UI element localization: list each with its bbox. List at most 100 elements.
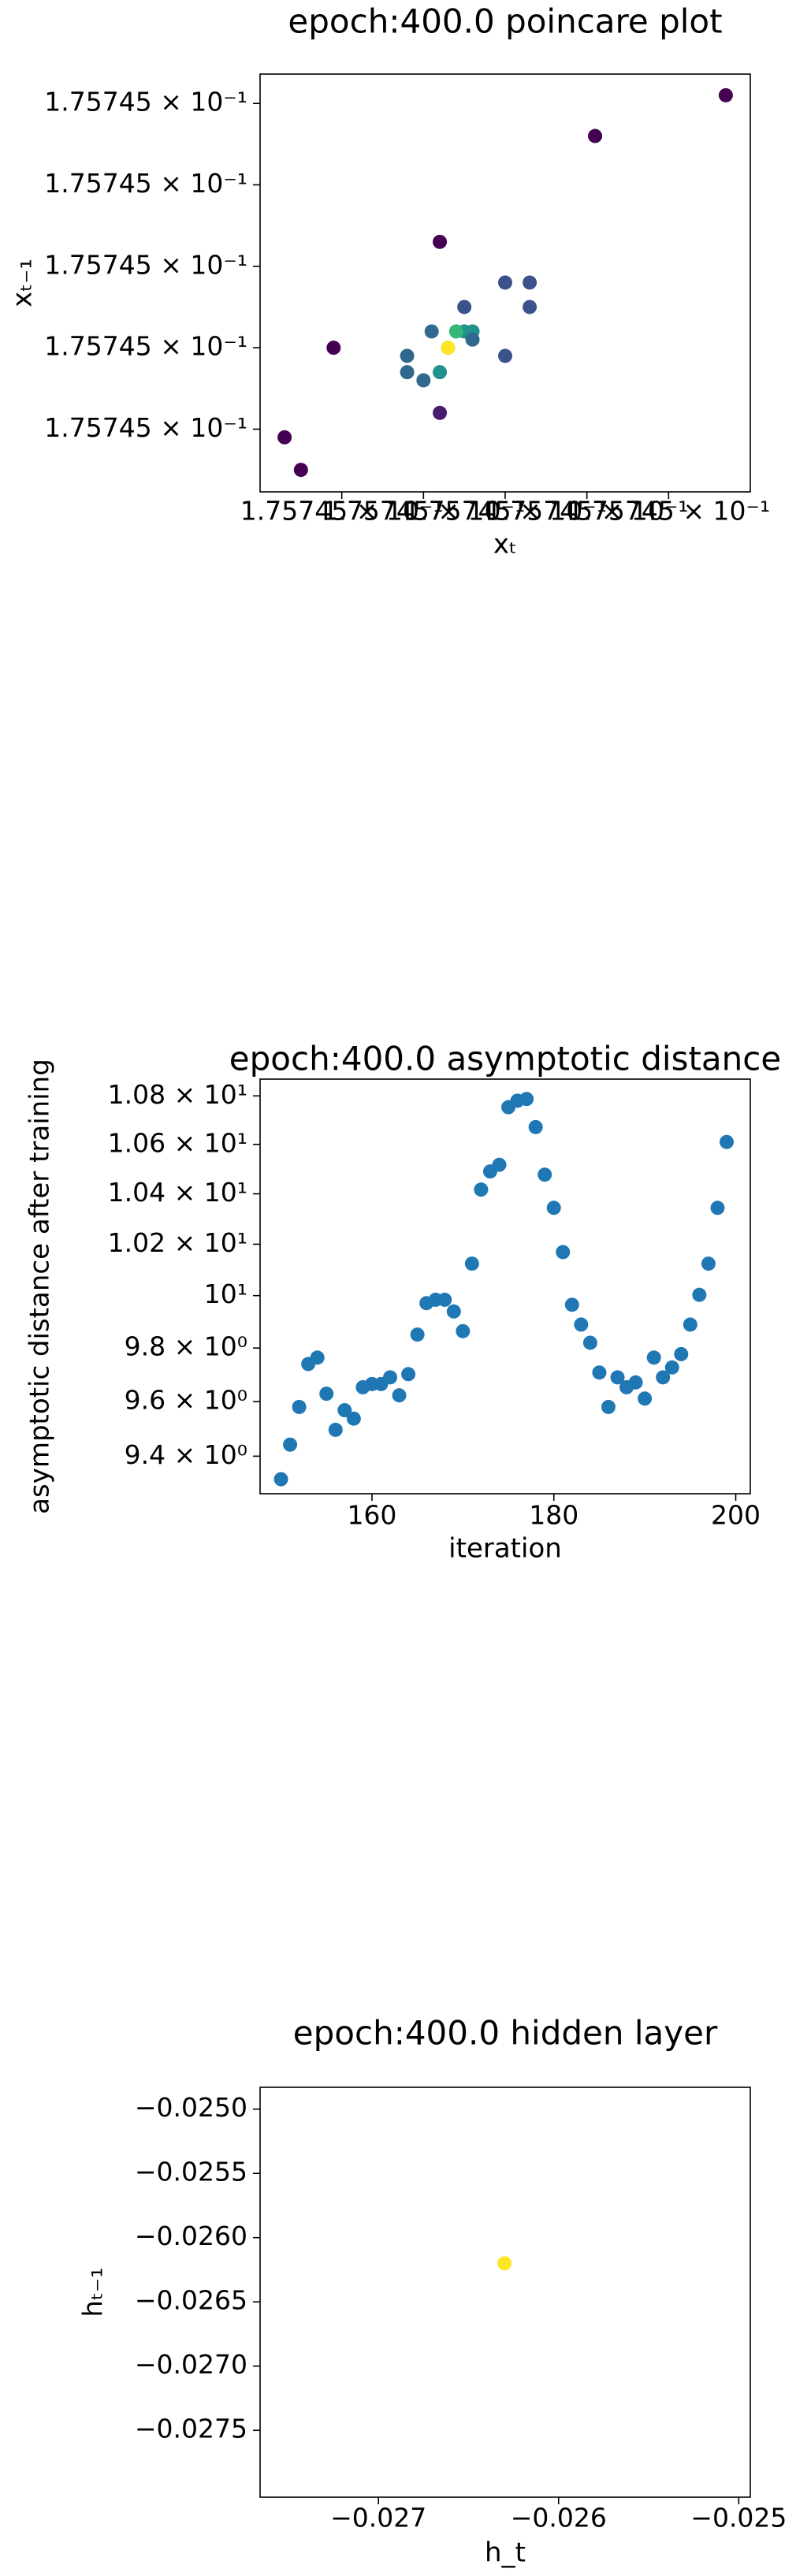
point — [433, 234, 448, 249]
point — [519, 1092, 534, 1107]
x-tick-label: 1.75745 × 10⁻¹ — [485, 496, 689, 527]
point — [718, 87, 733, 102]
point — [528, 1119, 543, 1134]
point — [441, 341, 456, 356]
chart-title: epoch:400.0 hidden layer — [293, 2014, 718, 2053]
y-tick-label: 1.75745 × 10⁻¹ — [44, 412, 247, 443]
point — [498, 275, 512, 290]
point — [646, 1350, 661, 1365]
point — [383, 1370, 398, 1385]
point — [392, 1388, 407, 1403]
point — [610, 1370, 625, 1385]
x-tick-label: −0.025 — [690, 2503, 787, 2533]
point — [293, 463, 308, 478]
x-tick-label: −0.027 — [330, 2503, 426, 2533]
y-axis-label: hₜ₋₁ — [78, 2267, 110, 2317]
point — [416, 373, 431, 388]
point — [664, 1360, 679, 1375]
chart-title: epoch:400.0 asymptotic distance — [229, 1040, 781, 1078]
y-tick-label: −0.0255 — [135, 2157, 247, 2187]
point — [437, 1292, 452, 1307]
point — [464, 1256, 479, 1271]
y-tick-label: 9.4 × 10⁰ — [125, 1439, 247, 1470]
y-tick-label: 10¹ — [204, 1279, 247, 1309]
y-tick-label: 9.8 × 10⁰ — [125, 1331, 247, 1362]
point — [498, 348, 512, 363]
x-tick-label: 160 — [347, 1500, 396, 1531]
x-tick-label: 1.75745 × 10⁻¹ — [322, 496, 525, 527]
point — [446, 1304, 461, 1319]
point — [523, 300, 537, 315]
axes-frame — [259, 2086, 751, 2498]
point — [326, 341, 341, 356]
x-tick-label: 180 — [529, 1500, 578, 1531]
x-axis-label: h_t — [485, 2537, 526, 2569]
axes-frame — [259, 1078, 751, 1495]
y-tick-label: −0.0250 — [135, 2092, 247, 2123]
point — [564, 1297, 579, 1312]
point — [273, 1472, 288, 1487]
point — [546, 1201, 561, 1215]
y-tick-label: 1.75745 × 10⁻¹ — [44, 331, 247, 362]
point — [448, 324, 463, 339]
point — [588, 128, 603, 143]
y-tick-label: −0.0260 — [135, 2220, 247, 2251]
point — [456, 1323, 471, 1338]
point — [433, 405, 448, 420]
point — [319, 1387, 334, 1402]
point — [337, 1403, 352, 1418]
x-tick-label: 200 — [711, 1500, 761, 1531]
point — [582, 1335, 597, 1350]
point — [410, 1327, 425, 1342]
point — [692, 1287, 707, 1302]
point — [628, 1375, 643, 1390]
point — [433, 365, 448, 380]
point — [400, 348, 415, 363]
chart-title: epoch:400.0 poincare plot — [288, 2, 722, 41]
point — [465, 332, 480, 347]
point — [638, 1391, 653, 1406]
point — [592, 1365, 607, 1380]
point — [457, 300, 472, 315]
point — [701, 1256, 716, 1271]
point — [719, 1134, 734, 1149]
point — [574, 1317, 589, 1332]
point — [400, 365, 415, 380]
y-tick-label: 9.6 × 10⁰ — [125, 1385, 247, 1416]
point — [683, 1317, 697, 1332]
x-axis-label: iteration — [448, 1533, 562, 1565]
point — [601, 1399, 616, 1414]
x-tick-label: 1.75745 × 10⁻¹ — [404, 496, 607, 527]
point — [424, 324, 439, 339]
point — [328, 1422, 343, 1437]
point — [497, 2256, 512, 2271]
y-axis-label: asymptotic distance after training — [24, 1059, 56, 1514]
point — [283, 1437, 298, 1452]
x-axis-label: xₜ — [493, 529, 517, 560]
x-tick-label: 1.75745 × 10⁻¹ — [240, 496, 444, 527]
y-tick-label: 1.75745 × 10⁻¹ — [44, 87, 247, 117]
point — [674, 1346, 689, 1361]
y-tick-label: −0.0270 — [135, 2349, 247, 2380]
y-tick-label: 1.08 × 10¹ — [108, 1079, 247, 1110]
y-axis-label: xₜ₋₁ — [7, 259, 39, 307]
y-tick-label: 1.04 × 10¹ — [108, 1177, 247, 1208]
y-tick-label: 1.75745 × 10⁻¹ — [44, 168, 247, 199]
y-tick-label: 1.06 × 10¹ — [108, 1127, 247, 1158]
point — [710, 1201, 725, 1215]
point — [277, 430, 292, 445]
y-tick-label: 1.75745 × 10⁻¹ — [44, 249, 247, 280]
y-tick-label: −0.0265 — [135, 2285, 247, 2316]
point — [474, 1182, 489, 1197]
point — [292, 1399, 307, 1414]
point — [310, 1350, 325, 1365]
y-tick-label: −0.0275 — [135, 2414, 247, 2444]
x-tick-label: −0.026 — [511, 2503, 607, 2533]
point — [401, 1367, 416, 1382]
point — [492, 1157, 507, 1172]
point — [556, 1245, 571, 1260]
point — [523, 275, 537, 290]
x-tick-label: 1.75745 × 10⁻¹ — [567, 496, 770, 527]
